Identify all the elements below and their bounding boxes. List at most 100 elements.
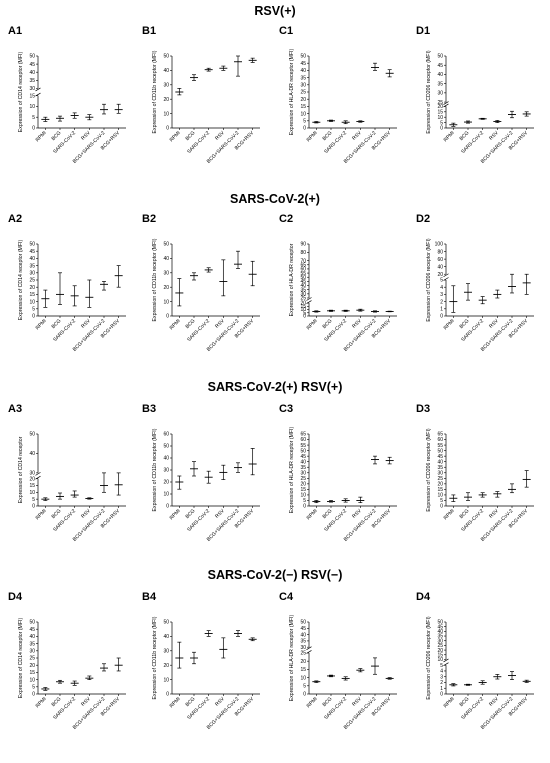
y-tick-label: 100: [435, 242, 444, 248]
y-axis-title: Expression of CD11b receptor (MFI): [152, 616, 158, 699]
y-tick-label: 10: [163, 111, 169, 117]
y-tick-label: 20: [437, 104, 443, 110]
axis-break-mark: [443, 273, 449, 278]
y-tick-label: 0: [32, 504, 35, 510]
y-tick-label: 40: [163, 456, 169, 462]
y-tick-label: 50: [300, 620, 306, 626]
y-tick-label: 80: [437, 249, 443, 255]
x-category-label: RSV: [80, 696, 92, 708]
y-tick-label: 20: [437, 482, 443, 488]
y-tick-label: 15: [437, 487, 443, 493]
y-tick-label: 50: [300, 54, 306, 60]
y-tick-label: 35: [300, 465, 306, 471]
y-axis-title: Expression of CD14 receptor (MFI): [18, 52, 24, 133]
x-category-label: RPMI: [169, 318, 182, 331]
y-tick-label: 0: [440, 692, 443, 698]
y-tick-label: 5: [32, 497, 35, 503]
x-category-label: BCG: [185, 696, 197, 708]
x-category-label: RSV: [488, 508, 500, 520]
y-tick-label: 50: [437, 54, 443, 60]
y-tick-label: 10: [300, 111, 306, 117]
y-tick-label: 15: [437, 110, 443, 116]
y-tick-label: 0: [440, 126, 443, 132]
y-tick-label: 35: [300, 287, 306, 293]
y-tick-label: 25: [300, 651, 306, 657]
x-category-label: RPMI: [306, 508, 319, 521]
panel-label: D4: [416, 591, 431, 603]
y-tick-label: 50: [163, 444, 169, 450]
x-category-label: RSV: [214, 130, 226, 142]
x-category-label: RSV: [488, 318, 500, 330]
y-axis-title: Expression of CD11b receptor (MFI): [152, 428, 158, 511]
y-tick-label: 45: [437, 624, 443, 630]
y-tick-label: 5: [32, 307, 35, 313]
y-tick-label: 1: [440, 686, 443, 692]
x-category-label: RPMI: [306, 130, 319, 143]
x-category-label: RSV: [214, 318, 226, 330]
y-tick-label: 60: [300, 267, 306, 273]
y-tick-label: 40: [163, 634, 169, 640]
y-tick-label: 65: [300, 432, 306, 438]
y-tick-label: 90: [300, 242, 306, 248]
y-tick-label: 45: [300, 61, 306, 67]
y-tick-label: 20: [29, 663, 35, 669]
y-tick-label: 35: [300, 75, 306, 81]
section-title-sars-rsv-neg: SARS-CoV-2(−) RSV(−): [208, 568, 343, 582]
y-tick-label: 5: [303, 119, 306, 125]
y-tick-label: 70: [300, 258, 306, 264]
x-category-label: RPMI: [443, 696, 456, 709]
y-tick-label: 40: [29, 451, 35, 457]
x-category-label: BCG: [459, 508, 471, 520]
y-tick-label: 25: [300, 90, 306, 96]
y-tick-label: 50: [163, 620, 169, 626]
y-tick-label: 40: [437, 72, 443, 78]
y-tick-label: 5: [440, 663, 443, 669]
axis-break-mark: [443, 658, 449, 663]
y-tick-label: 10: [437, 493, 443, 499]
y-tick-label: 40: [29, 256, 35, 262]
y-tick-label: 30: [163, 83, 169, 89]
x-category-label: RSV: [351, 318, 363, 330]
x-category-label: RPMI: [306, 696, 319, 709]
x-category-label: BCG: [459, 696, 471, 708]
y-tick-label: 30: [300, 292, 306, 298]
y-tick-label: 15: [300, 487, 306, 493]
y-axis-title: Expression of HLA-DR receptor (MFI): [289, 614, 295, 701]
y-axis-title: Expression of CD206 receptor (MFI): [426, 428, 432, 512]
y-tick-label: 5: [303, 498, 306, 504]
x-category-label: RPMI: [35, 130, 48, 143]
y-tick-label: 30: [163, 468, 169, 474]
y-tick-label: 35: [300, 639, 306, 645]
y-tick-label: 60: [163, 432, 169, 438]
y-tick-label: 45: [300, 626, 306, 632]
panel-label: B3: [142, 403, 156, 415]
y-tick-label: 0: [303, 692, 306, 698]
y-tick-label: 15: [29, 292, 35, 298]
y-tick-label: 30: [437, 470, 443, 476]
y-tick-label: 20: [29, 285, 35, 291]
y-tick-label: 30: [300, 470, 306, 476]
y-tick-label: 50: [29, 432, 35, 438]
y-tick-label: 20: [29, 476, 35, 482]
x-category-label: RSV: [351, 696, 363, 708]
x-category-label: RSV: [80, 130, 92, 142]
panel-label: C4: [279, 591, 294, 603]
y-tick-label: 50: [29, 54, 35, 60]
axis-break-mark: [306, 297, 312, 301]
y-tick-label: 15: [300, 667, 306, 673]
y-axis-title: Expression of CD11b receptor (MFI): [152, 238, 158, 321]
x-category-label: BCG: [51, 318, 63, 330]
y-axis-title: Expression of HLA-DR receptor (MFI): [289, 426, 295, 513]
panel-label: B2: [142, 213, 156, 225]
x-category-label: RPMI: [35, 696, 48, 709]
y-tick-label: 55: [300, 271, 306, 277]
y-tick-label: 60: [300, 437, 306, 443]
panel-label: D3: [416, 403, 430, 415]
y-tick-label: 0: [440, 504, 443, 510]
x-category-label: BCG: [322, 696, 334, 708]
